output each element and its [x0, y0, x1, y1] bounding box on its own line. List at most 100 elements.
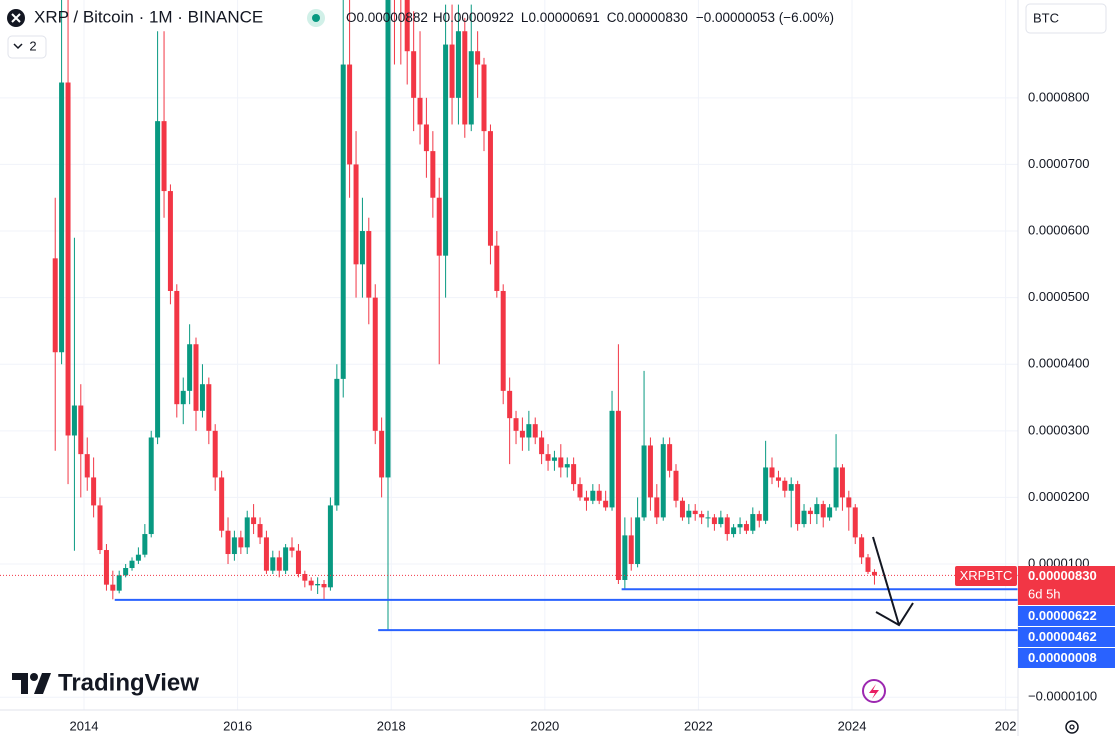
last-price-bg: [1018, 566, 1115, 605]
candle-body: [871, 571, 877, 576]
chevron: [13, 43, 23, 50]
x-tick-label: 2024: [838, 718, 867, 733]
candle-body: [615, 410, 621, 581]
price-line-label: 0.00000622: [1028, 608, 1097, 623]
candle-body: [436, 197, 442, 256]
candle-body: [327, 505, 333, 588]
candle-body: [609, 410, 615, 508]
brand-logo: [30, 673, 38, 681]
symbol-title[interactable]: XRP / Bitcoin · 1M · BINANCE: [34, 7, 263, 26]
candle-body: [481, 64, 487, 132]
candle-body: [558, 457, 564, 468]
candle-body: [148, 437, 154, 535]
candle-body: [577, 484, 583, 498]
ohlc-label: L: [521, 10, 529, 25]
ohlc-label: O: [346, 10, 357, 25]
candle-body: [123, 568, 129, 576]
y-tick-label: 0.0000700: [1028, 156, 1089, 171]
y-tick-label: 0.0000600: [1028, 222, 1089, 237]
price-line-label: 0.00000008: [1028, 650, 1097, 665]
axes: −0.00001000.00001000.00002000.00003000.0…: [70, 89, 1115, 733]
countdown-label: 6d 5h: [1028, 586, 1061, 601]
candle-body: [206, 384, 212, 431]
candle-body: [302, 574, 308, 581]
symbol-label: XRPBTC: [960, 568, 1013, 583]
candle-body: [219, 477, 225, 531]
candle-body: [590, 490, 596, 501]
candle-body: [647, 445, 653, 498]
market-status-dot: [312, 14, 320, 22]
indicators-toggle[interactable]: [7, 35, 47, 59]
candle-body: [641, 445, 647, 518]
candle-body: [187, 344, 193, 391]
ohlc-value: 0.00000882: [357, 10, 428, 25]
candle-body: [193, 344, 199, 411]
candle-body: [539, 437, 545, 455]
candle-body: [839, 467, 845, 498]
candle-body: [628, 535, 634, 565]
candle-body: [827, 507, 833, 518]
candle-body: [155, 121, 161, 438]
x-tick-label: 2018: [377, 718, 406, 733]
candle-body: [635, 517, 641, 565]
x-tick-label: 2016: [223, 718, 252, 733]
y-tick-label: 0.0000200: [1028, 489, 1089, 504]
candle-body: [532, 424, 538, 438]
candle-body: [807, 510, 813, 515]
candle-body: [225, 530, 231, 555]
candle-body: [78, 405, 84, 455]
candle-body: [724, 517, 730, 535]
candle-body: [97, 505, 103, 551]
candle-body: [526, 424, 532, 438]
candle-body: [276, 557, 282, 571]
candle-body: [711, 517, 717, 525]
candle-body: [699, 514, 705, 518]
currency-select[interactable]: [1025, 3, 1107, 34]
brand: TradingView: [12, 669, 199, 696]
indicators-count: 2: [29, 38, 36, 53]
ohlc-value: 0.00000922: [443, 10, 514, 25]
candle-body: [718, 517, 724, 525]
candle-body: [443, 44, 449, 256]
candle-body: [84, 454, 90, 478]
candle-body: [404, 0, 410, 52]
y-tick-label: 0.0000500: [1028, 289, 1089, 304]
grid: [0, 0, 1018, 710]
last-price-label: 0.00000830: [1028, 568, 1097, 583]
candle-body: [321, 583, 327, 588]
change: −0.00000053 (−6.00%): [696, 10, 834, 25]
lightning-button[interactable]: [862, 679, 886, 703]
y-tick-label: −0.0000100: [1028, 689, 1097, 704]
candle-body: [174, 290, 180, 405]
x-tick-label: 2020: [530, 718, 559, 733]
candle-body: [71, 405, 77, 436]
candle-body: [775, 477, 781, 481]
candle-body: [686, 510, 692, 518]
candle-body: [833, 467, 839, 508]
candle-body: [622, 535, 628, 581]
ohlc-label: H: [433, 10, 443, 25]
candle-body: [103, 550, 109, 585]
candle-body: [820, 504, 826, 518]
symbol-icon-glyph: [11, 13, 21, 23]
candle-body: [372, 297, 378, 431]
candle-body: [430, 151, 436, 198]
settings-button[interactable]: [1065, 720, 1079, 734]
arrow-drawing: [872, 536, 914, 627]
candle-body: [705, 517, 711, 519]
ohlc-value: 0.00000691: [528, 10, 599, 25]
candle-body: [110, 584, 116, 591]
candle-body: [782, 480, 788, 491]
candle-body: [347, 64, 353, 165]
brand-logo: [34, 673, 51, 694]
candle-body: [283, 547, 289, 571]
candle-body: [551, 457, 557, 461]
candle-body: [308, 580, 314, 586]
brand-logo: [12, 673, 28, 694]
candle-body: [212, 430, 218, 478]
candle-body: [315, 583, 321, 586]
candle-body: [231, 537, 237, 555]
candle-body: [116, 575, 122, 591]
